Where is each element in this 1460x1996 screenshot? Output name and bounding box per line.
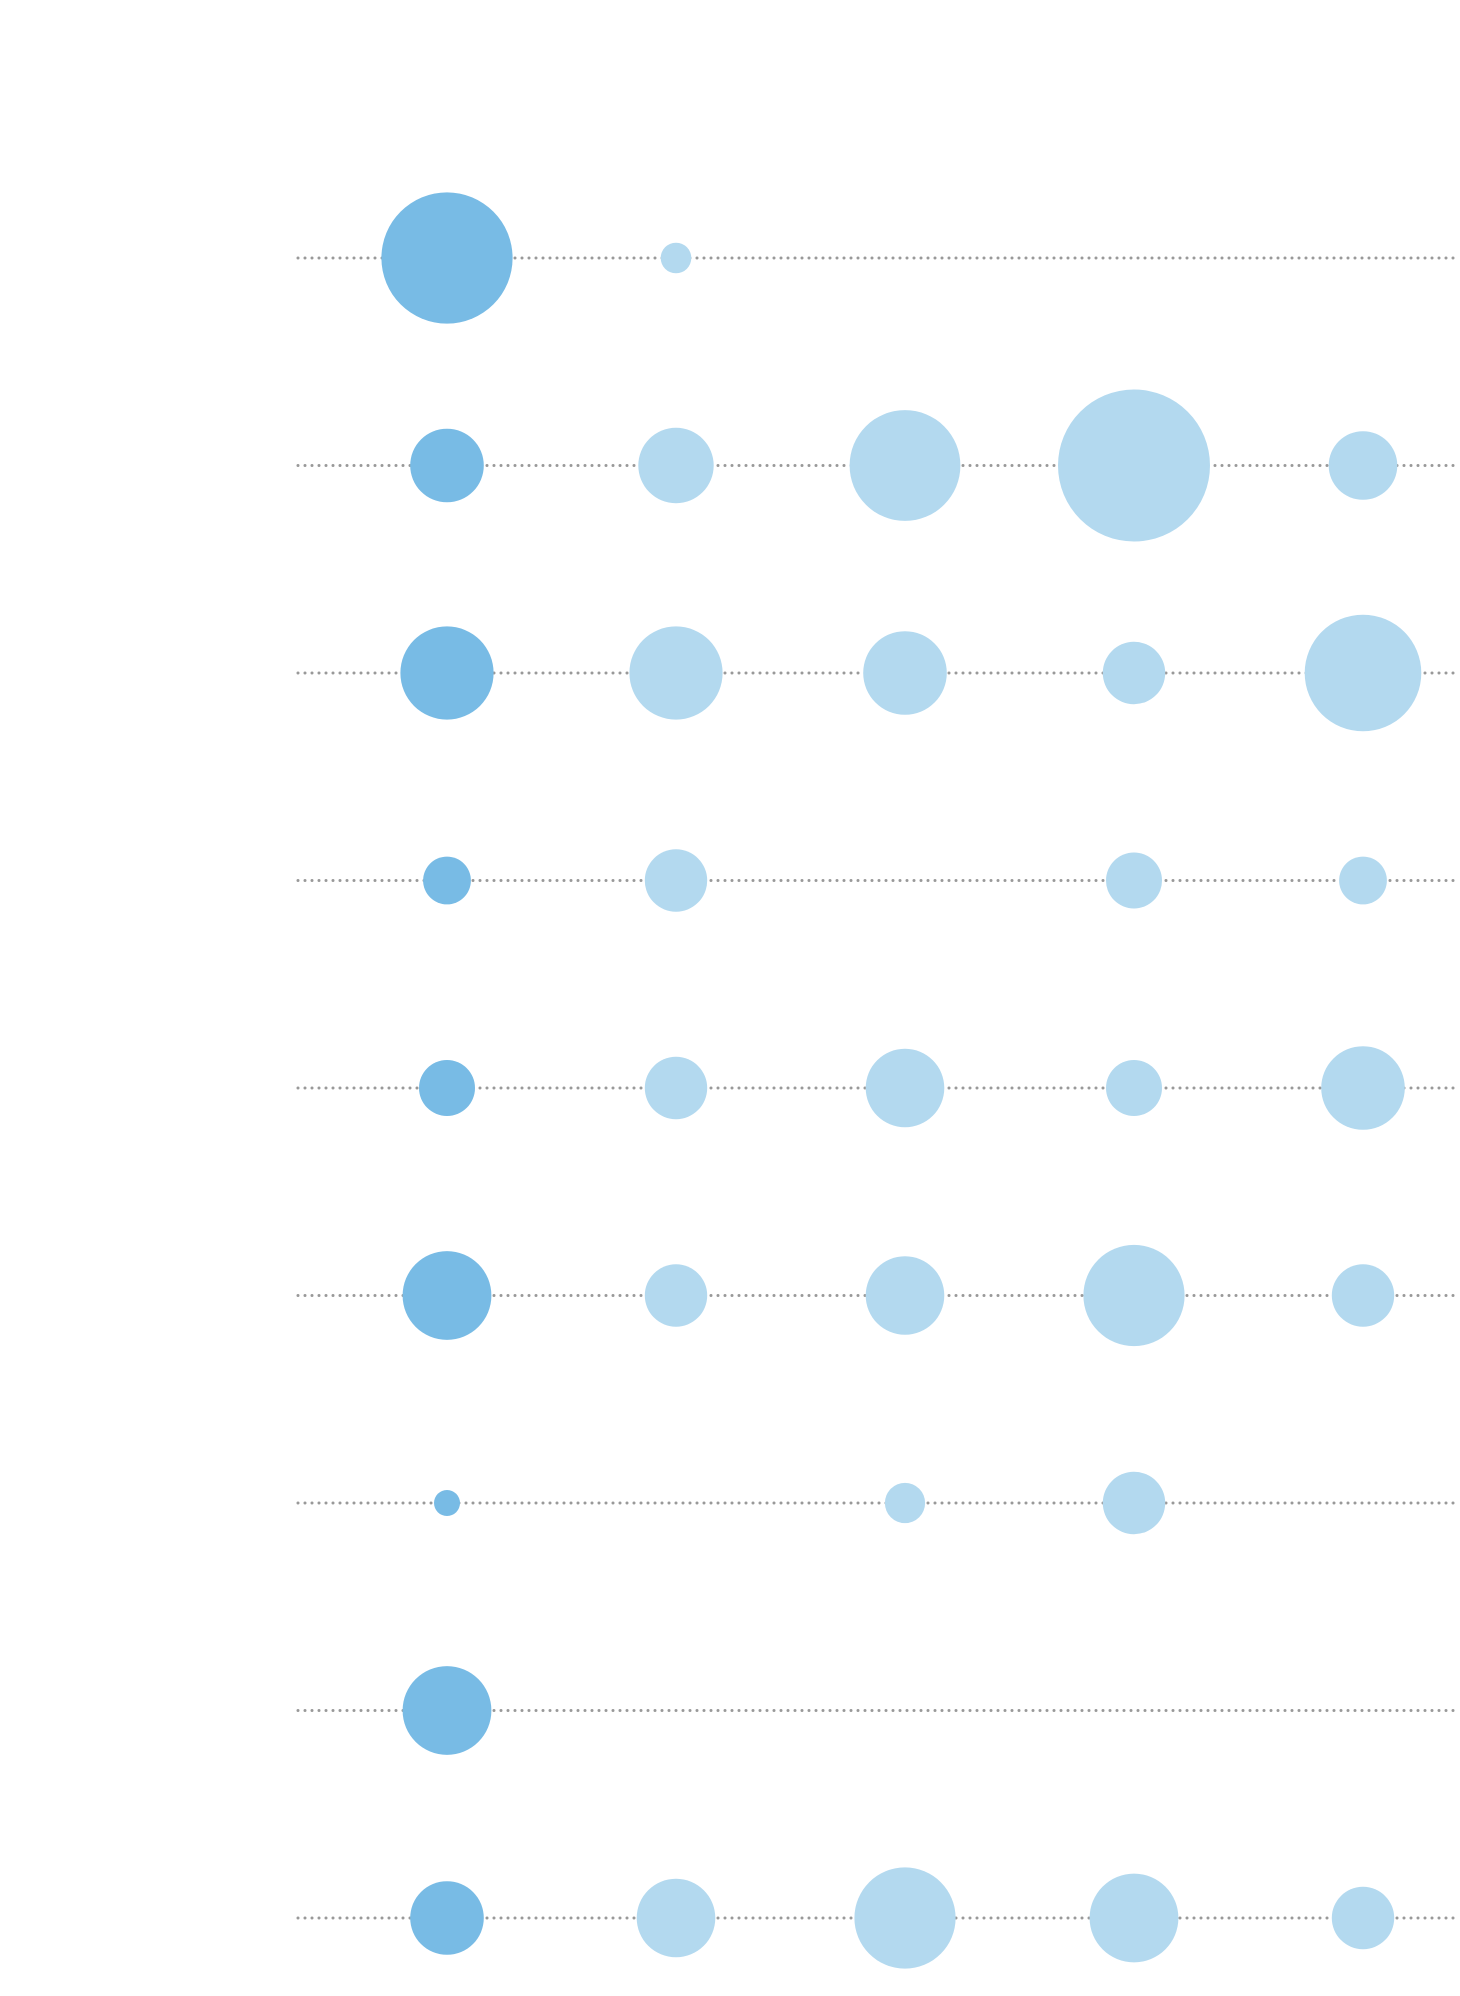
bubble-r2-c4 (1058, 389, 1210, 542)
bubble-r6-c2 (644, 1264, 708, 1327)
bubble-r3-c5 (1304, 614, 1422, 732)
bubble-r3-c4 (1102, 641, 1166, 705)
bubble-r5-c2 (644, 1056, 708, 1120)
bubble-r1-c1 (381, 192, 513, 324)
bubble-r5-c1 (419, 1060, 475, 1116)
bubble-r2-c5 (1328, 431, 1398, 500)
bubble-r5-c5 (1321, 1046, 1405, 1130)
bubble-r6-c5 (1331, 1264, 1395, 1327)
bubble-r5-c4 (1106, 1060, 1162, 1116)
bubble-r9-c1 (410, 1881, 484, 1955)
bubble-r7-c4 (1102, 1471, 1166, 1535)
bubble-r4-c4 (1106, 852, 1162, 909)
bubble-r7-c3 (884, 1482, 926, 1524)
bubble-r9-c3 (854, 1867, 956, 1969)
bubbles (381, 192, 1422, 1969)
bubble-r1-c2 (660, 242, 692, 274)
bubble-r6-c4 (1083, 1244, 1185, 1347)
bubble-r9-c4 (1089, 1873, 1179, 1963)
bubble-r4-c2 (644, 849, 708, 912)
bubble-r7-c1 (434, 1490, 460, 1516)
bubble-r5-c3 (865, 1048, 945, 1128)
bubble-r4-c5 (1339, 856, 1387, 905)
bubble-r6-c1 (402, 1251, 492, 1340)
bubble-r2-c2 (638, 427, 714, 504)
bubble-r9-c2 (636, 1878, 716, 1958)
bubble-r3-c1 (400, 626, 494, 720)
bubble-r4-c1 (423, 856, 471, 905)
bubble-r3-c3 (863, 631, 947, 715)
bubble-r2-c1 (410, 428, 484, 503)
bubble-r8-c1 (402, 1666, 492, 1755)
bubble-r9-c5 (1331, 1886, 1395, 1950)
bubble-r3-c2 (629, 626, 723, 720)
bubble-r2-c3 (849, 410, 961, 521)
bubble-r6-c3 (865, 1256, 945, 1335)
